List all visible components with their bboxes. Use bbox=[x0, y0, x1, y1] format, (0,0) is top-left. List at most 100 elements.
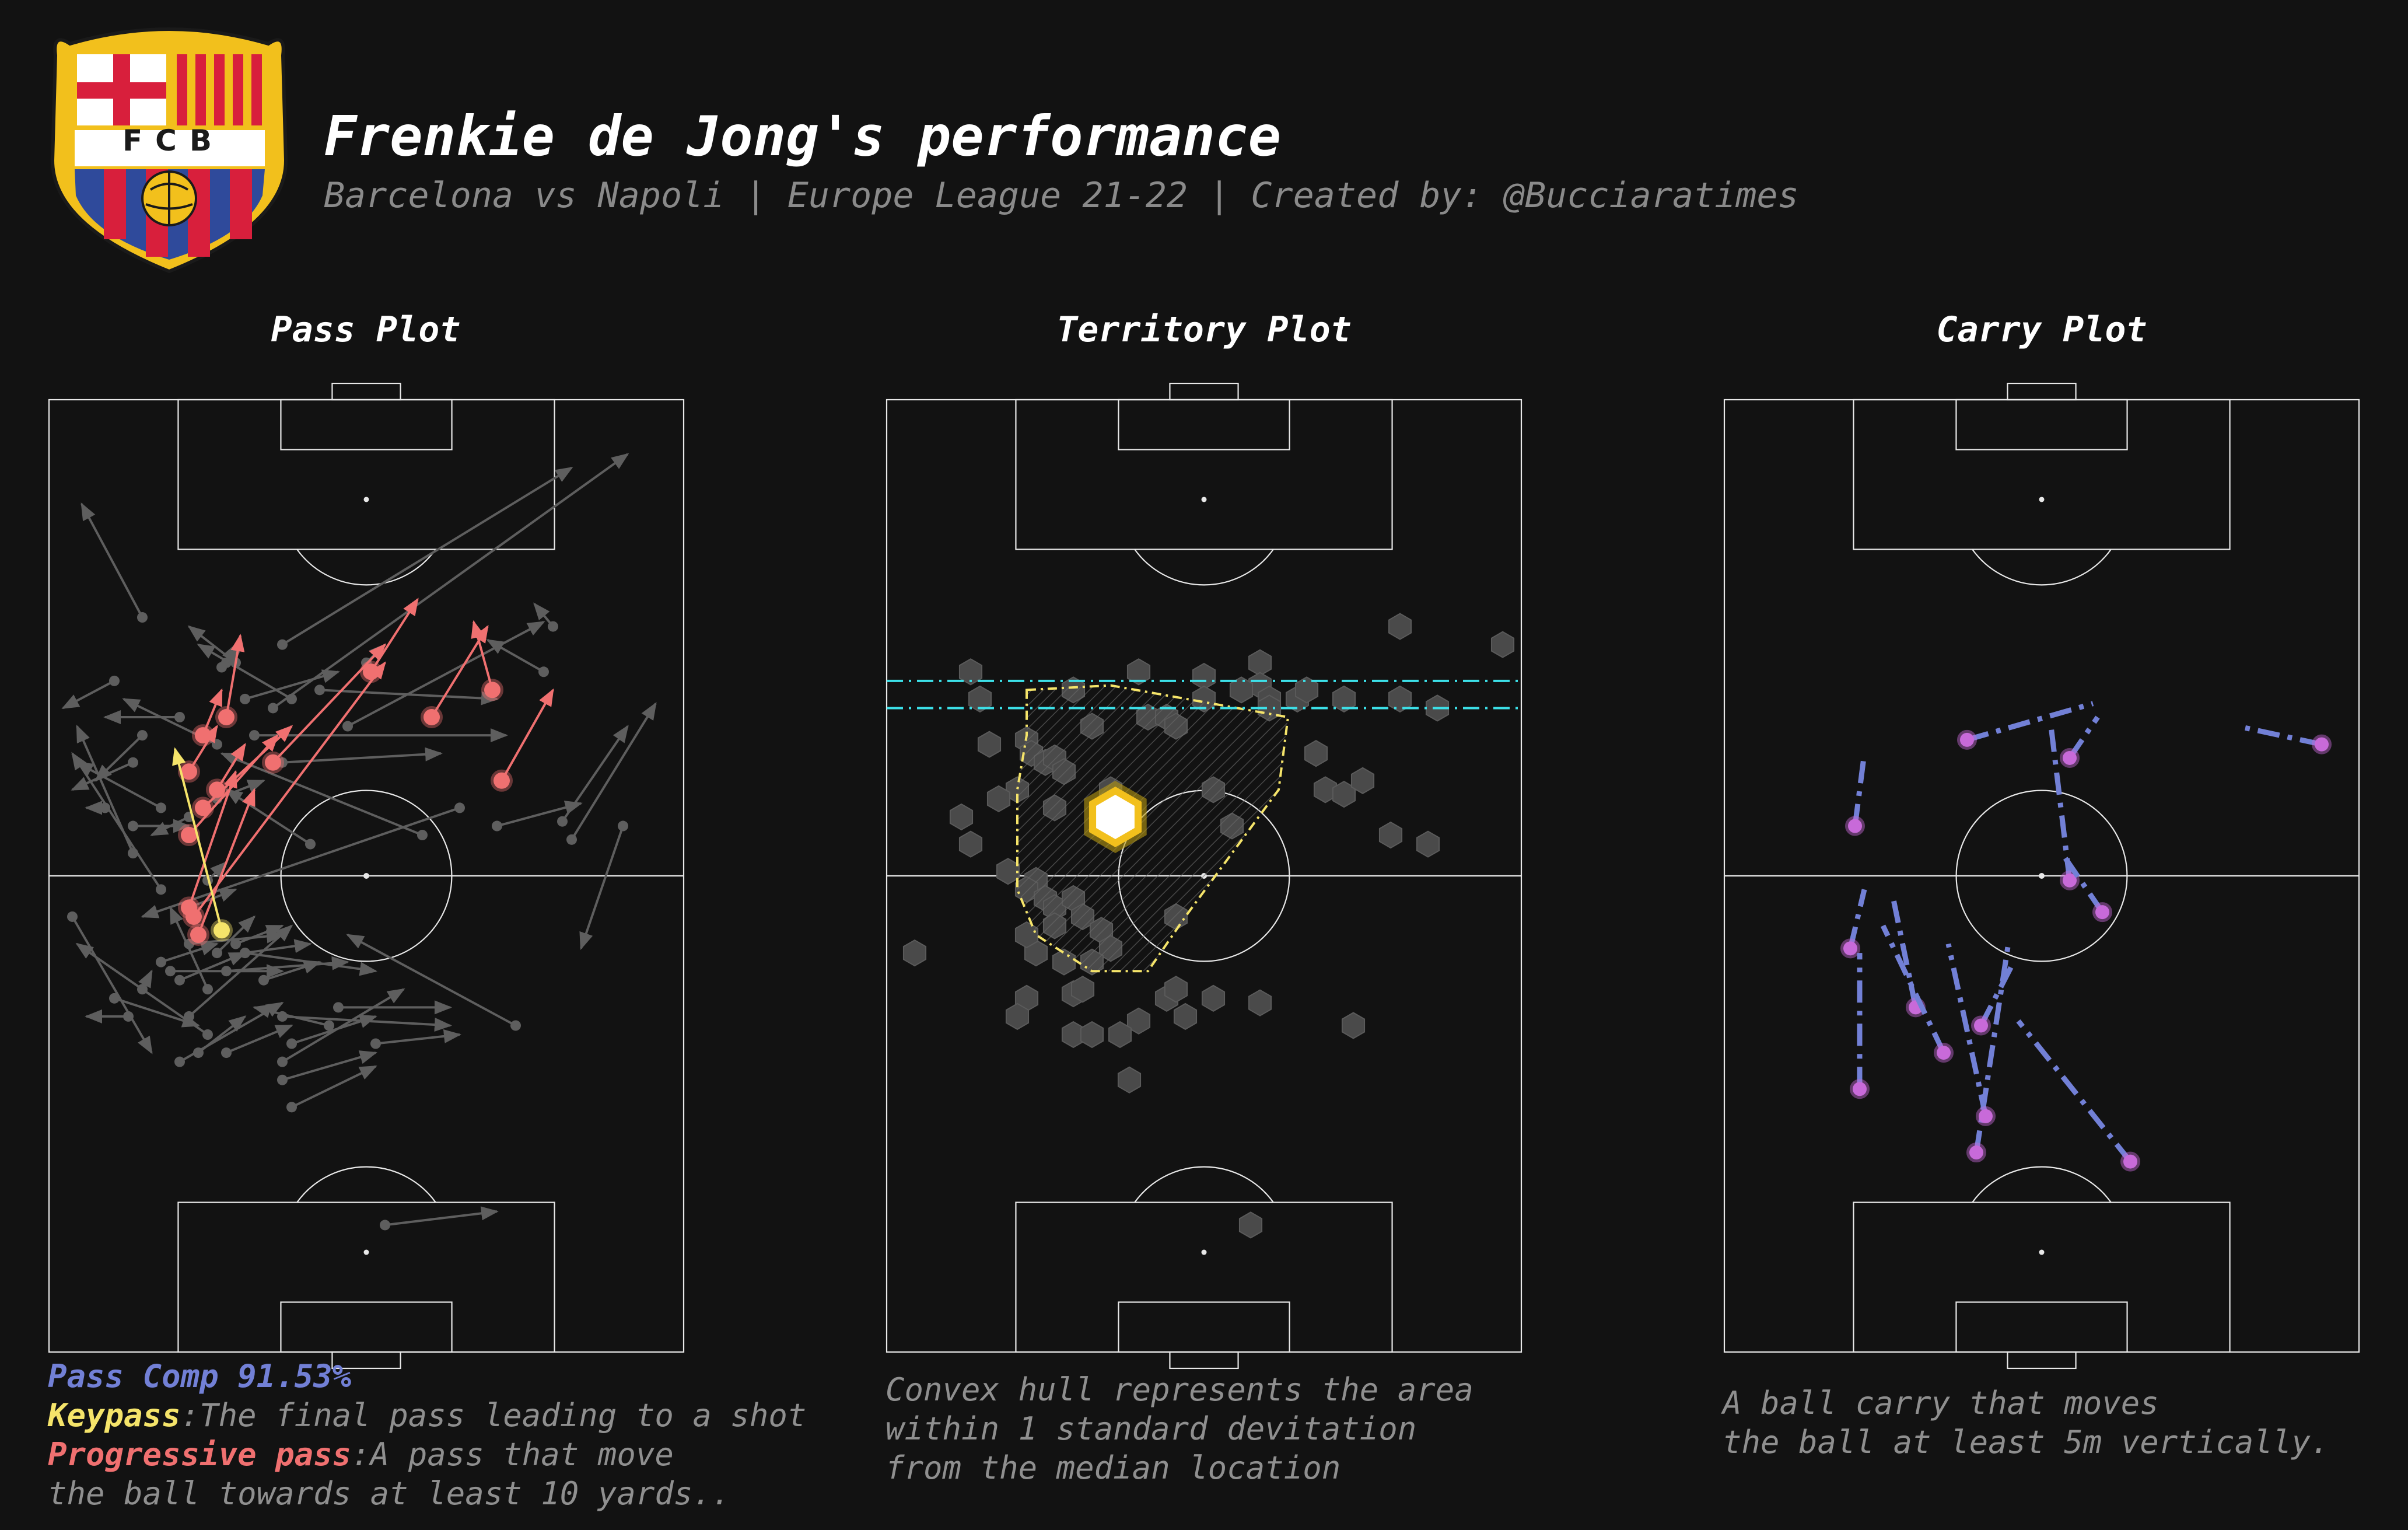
pitch-lines bbox=[48, 382, 685, 1370]
pass-comp-label: Pass Comp 91.53% bbox=[48, 1358, 352, 1395]
carry-start bbox=[1934, 1043, 1954, 1063]
hot-cell bbox=[1096, 794, 1135, 839]
normal-pass bbox=[103, 710, 185, 724]
hexbin-cell bbox=[1388, 613, 1412, 640]
territory-plot-title: Territory Plot bbox=[1056, 309, 1352, 350]
pass-arrow bbox=[188, 770, 237, 909]
hexbin-cell bbox=[1126, 658, 1151, 686]
page-subtitle: Barcelona vs Napoli | Europe League 21-2… bbox=[324, 175, 1799, 216]
normal-pass bbox=[141, 802, 465, 918]
hexbin-cell bbox=[1304, 740, 1328, 767]
hexbin-cell bbox=[1378, 821, 1403, 849]
pass-origin bbox=[557, 816, 568, 827]
pass-arrow bbox=[225, 634, 245, 718]
hexbin-cell bbox=[949, 803, 974, 831]
progressive-desc: :A pass that move bbox=[351, 1436, 674, 1473]
pass-arrow bbox=[570, 702, 657, 840]
pass-origin bbox=[109, 675, 120, 686]
normal-pass bbox=[314, 684, 499, 705]
penalty-spot-top bbox=[363, 497, 369, 502]
penalty-arc-top bbox=[1972, 549, 2112, 586]
pitch-lines bbox=[1723, 382, 2360, 1370]
penalty-spot-top bbox=[1201, 497, 1207, 502]
pass-origin bbox=[370, 1038, 381, 1049]
six-yard-box-bottom bbox=[1955, 1301, 2128, 1353]
pass-arrow bbox=[471, 620, 494, 690]
carry-start bbox=[1840, 938, 1860, 959]
carry-start bbox=[1971, 1015, 1991, 1036]
hexbin-cell bbox=[1080, 1021, 1104, 1049]
pass-origin bbox=[421, 706, 443, 728]
pass-plot-legend: Pass Comp 91.53% Keypass:The final pass … bbox=[48, 1357, 806, 1513]
carry-line bbox=[1966, 701, 2094, 743]
carry bbox=[1845, 753, 1867, 836]
pass-origin bbox=[277, 1056, 288, 1067]
normal-pass bbox=[533, 602, 558, 632]
normal-pass bbox=[492, 801, 583, 832]
carry-line bbox=[2048, 726, 2073, 881]
normal-pass bbox=[277, 988, 405, 1067]
pass-arrow bbox=[220, 752, 423, 836]
normal-pass bbox=[579, 820, 628, 951]
pass-arrow bbox=[71, 916, 153, 1054]
pass-origin bbox=[268, 703, 278, 714]
hexbin-cell bbox=[1005, 1002, 1030, 1031]
normal-pass bbox=[277, 1050, 377, 1085]
progressive-pass bbox=[206, 743, 246, 801]
center-spot bbox=[363, 873, 369, 879]
pass-origin bbox=[491, 769, 513, 792]
pass-origin bbox=[202, 984, 213, 995]
pass-origin bbox=[156, 956, 166, 967]
pass-origin bbox=[137, 612, 148, 623]
hexbin-cell bbox=[1070, 976, 1095, 1003]
pass-origin bbox=[178, 896, 200, 919]
carry bbox=[2048, 726, 2080, 890]
hexbin-cell bbox=[1350, 767, 1375, 794]
hexbin-cell bbox=[986, 785, 1011, 813]
penalty-arc-top bbox=[296, 549, 436, 586]
pass-origin bbox=[215, 706, 237, 728]
pass-origin bbox=[240, 693, 250, 704]
normal-pass bbox=[230, 924, 284, 949]
pass-origin bbox=[258, 974, 269, 986]
normal-pass bbox=[380, 1206, 499, 1231]
pass-arrow bbox=[319, 689, 499, 705]
normal-pass bbox=[71, 752, 166, 895]
carry-start bbox=[1957, 729, 1977, 750]
progressive-desc-line2: the ball towards at least 10 yards.. bbox=[48, 1475, 731, 1512]
carry-line bbox=[1847, 889, 1867, 949]
pass-arrow bbox=[282, 1050, 377, 1081]
pass-arrow bbox=[501, 688, 554, 781]
pass-origin bbox=[548, 621, 558, 632]
pass-origin bbox=[380, 1220, 390, 1231]
penalty-arc-bottom bbox=[1134, 1166, 1274, 1203]
pitch-lines bbox=[886, 382, 1522, 1370]
pass-origin bbox=[67, 911, 78, 922]
normal-pass bbox=[156, 942, 219, 967]
pass-arrow bbox=[188, 724, 218, 773]
pass-arrow bbox=[281, 988, 405, 1063]
pass-origin bbox=[240, 948, 250, 959]
pass-arrow bbox=[160, 942, 219, 963]
penalty-spot-top bbox=[2039, 497, 2045, 502]
pass-origin bbox=[174, 974, 185, 986]
carry bbox=[1945, 943, 1996, 1126]
pass-origin bbox=[454, 802, 465, 813]
pass-arrow bbox=[272, 643, 387, 764]
pass-origin bbox=[137, 730, 148, 741]
hexbin-cell bbox=[958, 658, 983, 686]
pass-origin bbox=[156, 884, 166, 895]
hexbin-cell bbox=[1341, 1012, 1366, 1039]
hexbin-cell bbox=[1117, 1066, 1142, 1094]
penalty-arc-bottom bbox=[296, 1166, 436, 1203]
penalty-spot-bottom bbox=[363, 1249, 369, 1255]
carry-start bbox=[1966, 1143, 1986, 1163]
carry bbox=[2063, 856, 2112, 923]
pass-origin bbox=[221, 1047, 232, 1059]
normal-pass bbox=[346, 934, 521, 1031]
six-yard-box-top bbox=[1955, 399, 2128, 450]
pass-arrow bbox=[172, 747, 223, 931]
hexbin-cell bbox=[1164, 976, 1188, 1003]
